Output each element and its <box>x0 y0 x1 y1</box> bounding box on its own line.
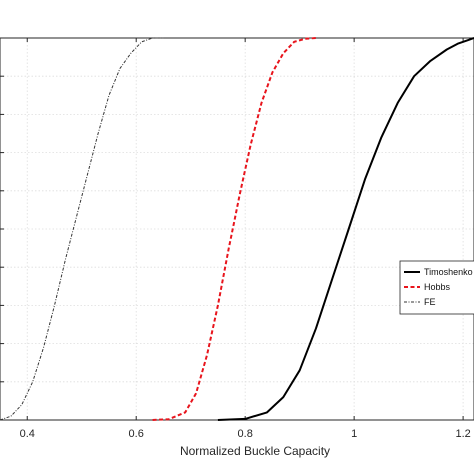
x-tick-label-2: 0.8 <box>238 428 253 440</box>
legend-label-timoshenko: Timoshenko <box>424 267 473 277</box>
series-line-hobbs <box>152 37 317 421</box>
series-group <box>0 37 474 421</box>
legend: Timoshenko Hobbs FE <box>399 260 474 315</box>
x-tick-label-3: 1 <box>351 428 357 440</box>
legend-label-fe: FE <box>424 297 436 307</box>
x-tick-label-0: 0.4 <box>20 428 35 440</box>
series-line-timoshenko <box>217 37 474 421</box>
x-axis-label: Normalized Buckle Capacity <box>180 444 330 458</box>
series-line-fe <box>0 37 164 421</box>
legend-label-hobbs: Hobbs <box>424 282 451 292</box>
grid <box>0 38 474 420</box>
x-tick-label-1: 0.6 <box>129 428 144 440</box>
x-axis: 0.4 0.6 0.8 1 1.2 <box>0 38 471 440</box>
x-tick-label-4: 1.2 <box>455 428 470 440</box>
